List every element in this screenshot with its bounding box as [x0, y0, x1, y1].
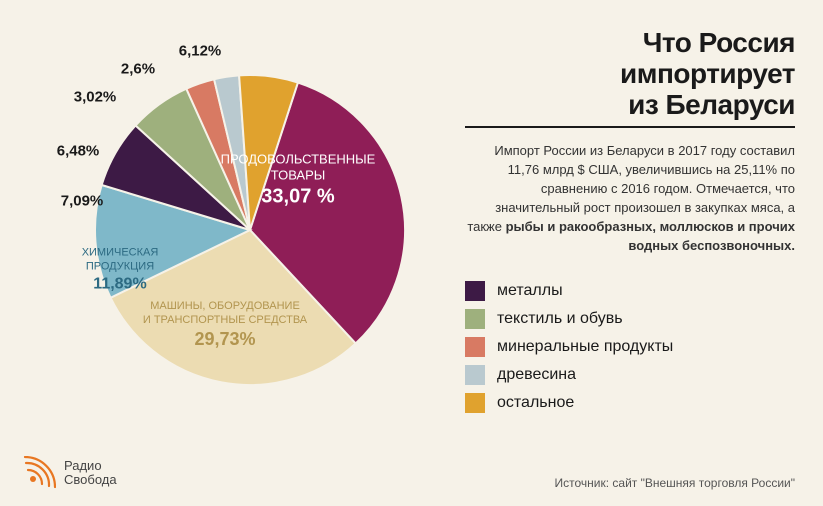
slice-name: МАШИНЫ, ОБОРУДОВАНИЕИ ТРАНСПОРТНЫЕ СРЕДС…: [143, 300, 307, 328]
slice-label-machines: МАШИНЫ, ОБОРУДОВАНИЕИ ТРАНСПОРТНЫЕ СРЕДС…: [143, 300, 307, 350]
slice-label-minerals: 3,02%: [74, 89, 117, 108]
slice-pct: 7,09%: [61, 193, 104, 212]
description-bold: рыбы и ракообразных, моллюсков и прочих …: [506, 219, 795, 253]
legend: металлы текстиль и обувь минеральные проду…: [465, 281, 795, 413]
slice-pct: 3,02%: [74, 89, 117, 108]
legend-swatch: [465, 281, 485, 301]
legend-swatch: [465, 365, 485, 385]
legend-label: древесина: [497, 366, 576, 384]
logo-line-1: Радио: [64, 459, 117, 473]
slice-pct: 6,12%: [179, 43, 222, 62]
legend-item-textile: текстиль и обувь: [465, 309, 795, 329]
logo-text: Радио Свобода: [64, 459, 117, 488]
title-underline: [465, 126, 795, 128]
legend-swatch: [465, 393, 485, 413]
legend-item-minerals: минеральные продукты: [465, 337, 795, 357]
slice-label-food: ПРОДОВОЛЬСТВЕННЫЕТОВАРЫ33,07 %: [221, 151, 376, 209]
title-line-2: из Беларуси: [628, 89, 795, 120]
slice-pct: 29,73%: [143, 328, 307, 351]
slice-label-metals: 7,09%: [61, 193, 104, 212]
slice-pct: 11,89%: [82, 274, 159, 294]
slice-pct: 2,6%: [121, 61, 155, 80]
legend-item-metals: металлы: [465, 281, 795, 301]
legend-item-wood: древесина: [465, 365, 795, 385]
legend-label: текстиль и обувь: [497, 310, 623, 328]
slice-pct: 6,48%: [57, 143, 100, 162]
station-logo: Радио Свобода: [22, 456, 117, 490]
pie-chart-area: ПРОДОВОЛЬСТВЕННЫЕТОВАРЫ33,07 % МАШИНЫ, ОБ…: [20, 40, 440, 440]
slice-name: ПРОДОВОЛЬСТВЕННЫЕТОВАРЫ: [221, 151, 376, 184]
slice-label-textile: 6,48%: [57, 143, 100, 162]
chart-title: Что Россия импортирует из Беларуси: [465, 28, 795, 120]
slice-label-chemical: ХИМИЧЕСКАЯПРОДУКЦИЯ11,89%: [82, 246, 159, 294]
legend-swatch: [465, 309, 485, 329]
legend-swatch: [465, 337, 485, 357]
source-label: Источник: сайт "Внешняя торговля России": [555, 476, 796, 490]
right-column: Что Россия импортирует из Беларуси Импор…: [465, 28, 795, 421]
radio-svoboda-icon: [22, 456, 56, 490]
logo-line-2: Свобода: [64, 473, 117, 487]
slice-label-wood: 2,6%: [121, 61, 155, 80]
description-text: Импорт России из Беларуси в 2017 году со…: [465, 142, 795, 255]
legend-label: минеральные продукты: [497, 338, 673, 356]
slice-name: ХИМИЧЕСКАЯПРОДУКЦИЯ: [82, 246, 159, 274]
slice-pct: 33,07 %: [221, 184, 376, 209]
pie-slice-labels: ПРОДОВОЛЬСТВЕННЫЕТОВАРЫ33,07 % МАШИНЫ, ОБ…: [20, 40, 440, 440]
legend-item-other: остальное: [465, 393, 795, 413]
title-line-1: Что Россия импортирует: [620, 27, 795, 89]
slice-label-other: 6,12%: [179, 43, 222, 62]
legend-label: металлы: [497, 282, 563, 300]
legend-label: остальное: [497, 394, 574, 412]
